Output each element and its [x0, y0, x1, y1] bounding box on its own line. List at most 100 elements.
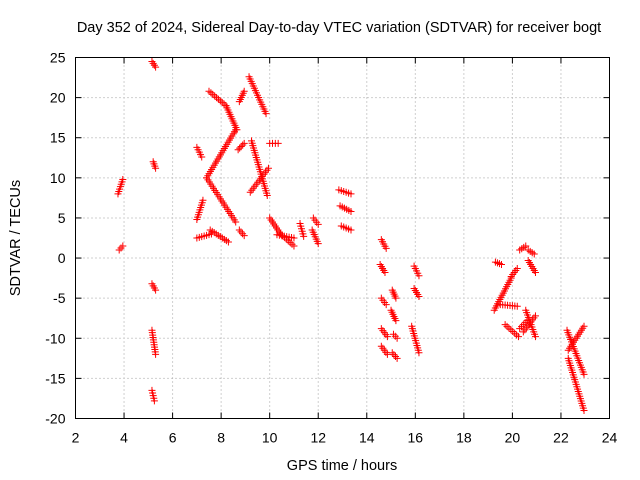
y-axis-label: SDTVAR / TECUs: [8, 180, 24, 296]
data-point: [390, 351, 398, 359]
data-point: [513, 331, 521, 339]
data-point: [152, 63, 160, 71]
data-point: [580, 406, 588, 414]
data-point: [503, 322, 511, 330]
y-tick-label: 10: [50, 170, 66, 186]
data-point: [347, 208, 355, 216]
data-point: [314, 220, 322, 228]
x-tick-label: 2: [72, 430, 80, 446]
data-point: [240, 139, 248, 147]
data-point: [152, 286, 160, 294]
y-tick-label: 0: [58, 250, 66, 266]
data-point: [150, 397, 158, 405]
data-point: [505, 324, 513, 332]
data-point: [522, 242, 530, 250]
data-point: [300, 232, 308, 240]
data-point: [207, 89, 215, 97]
data-point: [240, 87, 248, 95]
data-point: [531, 333, 539, 341]
data-point: [218, 98, 226, 106]
data-point: [264, 164, 272, 172]
data-point: [198, 153, 206, 161]
data-point: [415, 349, 423, 357]
data-point: [501, 321, 509, 329]
x-tick-label: 22: [553, 430, 569, 446]
data-point: [152, 350, 160, 358]
y-tick-label: 15: [50, 130, 66, 146]
data-point: [383, 350, 391, 358]
x-axis-label: GPS time / hours: [287, 458, 397, 474]
data-point: [388, 349, 396, 357]
data-point: [239, 141, 247, 149]
data-point: [240, 232, 248, 240]
y-tick-label: 5: [58, 210, 66, 226]
y-tick-label: 25: [50, 50, 66, 66]
data-point: [509, 328, 517, 336]
x-tick-label: 6: [169, 430, 177, 446]
data-point: [415, 272, 423, 280]
x-tick-label: 4: [120, 430, 128, 446]
tick-marks: [75, 57, 610, 419]
data-point: [237, 228, 245, 236]
data-point: [513, 302, 521, 310]
data-point: [216, 97, 224, 105]
y-tick-label: -20: [45, 411, 65, 427]
data-point: [288, 240, 296, 248]
data-point: [314, 240, 322, 248]
data-point: [531, 268, 539, 276]
data-point: [239, 230, 247, 238]
data-point: [391, 352, 399, 360]
data-point: [232, 218, 240, 226]
data-point: [119, 242, 127, 250]
data-point: [199, 196, 207, 204]
data-point: [514, 333, 522, 341]
x-tick-label: 12: [310, 430, 326, 446]
data-point: [531, 312, 539, 320]
data-point: [263, 191, 271, 199]
x-tick-label: 16: [408, 430, 424, 446]
data-point: [507, 326, 515, 334]
x-tick-label: 18: [456, 430, 472, 446]
x-tick-label: 20: [505, 430, 521, 446]
data-point: [392, 317, 400, 325]
y-tick-labels: 25 20 15 10 5 0 -5 -10 -15 -20: [45, 50, 65, 427]
x-tick-label: 10: [262, 430, 278, 446]
data-point: [236, 144, 244, 152]
data-point: [497, 260, 505, 268]
data-points: [114, 58, 588, 414]
data-point: [382, 301, 390, 309]
x-tick-label: 24: [602, 430, 618, 446]
data-point: [381, 268, 389, 276]
data-point: [290, 234, 298, 242]
grid-lines: [75, 57, 610, 419]
data-point: [580, 322, 588, 330]
plot-frame: [75, 57, 610, 419]
data-point: [393, 354, 401, 362]
data-point: [237, 143, 245, 151]
data-point: [383, 333, 391, 341]
data-point: [393, 334, 401, 342]
data-point: [224, 238, 232, 246]
data-point: [262, 110, 270, 118]
data-point: [213, 94, 221, 102]
data-point: [513, 264, 521, 272]
data-point: [347, 226, 355, 234]
data-point: [205, 87, 213, 95]
y-tick-label: -10: [45, 330, 65, 346]
y-tick-label: 20: [50, 90, 66, 106]
data-point: [211, 92, 219, 100]
data-point: [580, 370, 588, 378]
data-point: [415, 293, 423, 301]
data-point: [290, 242, 298, 250]
data-point: [392, 294, 400, 302]
data-point: [234, 146, 242, 154]
data-point: [347, 190, 355, 198]
y-tick-label: -15: [45, 370, 65, 386]
y-tick-label: -5: [53, 290, 66, 306]
data-point: [274, 139, 282, 147]
data-point: [286, 239, 294, 247]
data-point: [530, 250, 538, 258]
data-point: [235, 226, 243, 234]
data-point: [152, 164, 160, 172]
